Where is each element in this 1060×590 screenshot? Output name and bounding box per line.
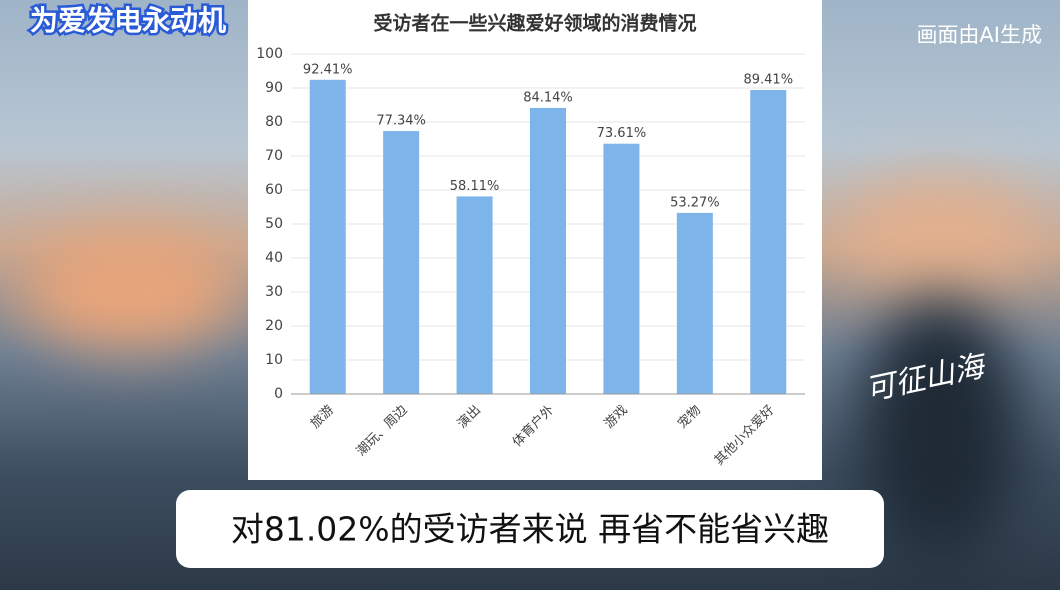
figure: [860, 300, 1020, 560]
y-tick-label: 10: [265, 352, 283, 368]
bar: [603, 143, 640, 394]
y-tick-label: 30: [265, 284, 283, 300]
y-tick-label: 70: [265, 148, 283, 164]
y-tick-label: 60: [265, 182, 283, 198]
y-tick-label: 0: [274, 386, 283, 402]
bar: [530, 107, 566, 394]
watermark: 可征山海: [862, 348, 991, 408]
caption: 对81.02%的受访者来说 再省不能省兴趣: [231, 510, 829, 549]
bar: [456, 196, 493, 394]
caption-box: [176, 490, 884, 568]
y-tick-label: 90: [265, 80, 283, 96]
y-tick-label: 40: [265, 250, 283, 266]
value-label: 58.11%: [450, 179, 500, 194]
y-tick-label: 100: [256, 46, 283, 62]
ai-notice: 画面由AI生成: [916, 23, 1042, 47]
channel-name: 为爱发电永动机: [30, 4, 226, 37]
value-label: 73.61%: [597, 126, 647, 141]
chart-title: 受访者在一些兴趣爱好领域的消费情况: [373, 12, 696, 35]
value-label: 84.14%: [523, 90, 573, 105]
y-tick-label: 20: [265, 318, 283, 334]
y-tick-label: 80: [265, 114, 283, 130]
bar: [309, 79, 346, 394]
bar: [676, 212, 713, 394]
value-label: 92.41%: [303, 62, 353, 77]
glow: [840, 180, 1040, 290]
value-label: 53.27%: [670, 195, 720, 210]
value-label: 77.34%: [376, 114, 426, 129]
glow: [20, 230, 240, 350]
bar: [383, 131, 420, 394]
value-label: 89.41%: [743, 73, 793, 88]
y-tick-label: 50: [265, 216, 283, 232]
bar: [750, 90, 787, 395]
